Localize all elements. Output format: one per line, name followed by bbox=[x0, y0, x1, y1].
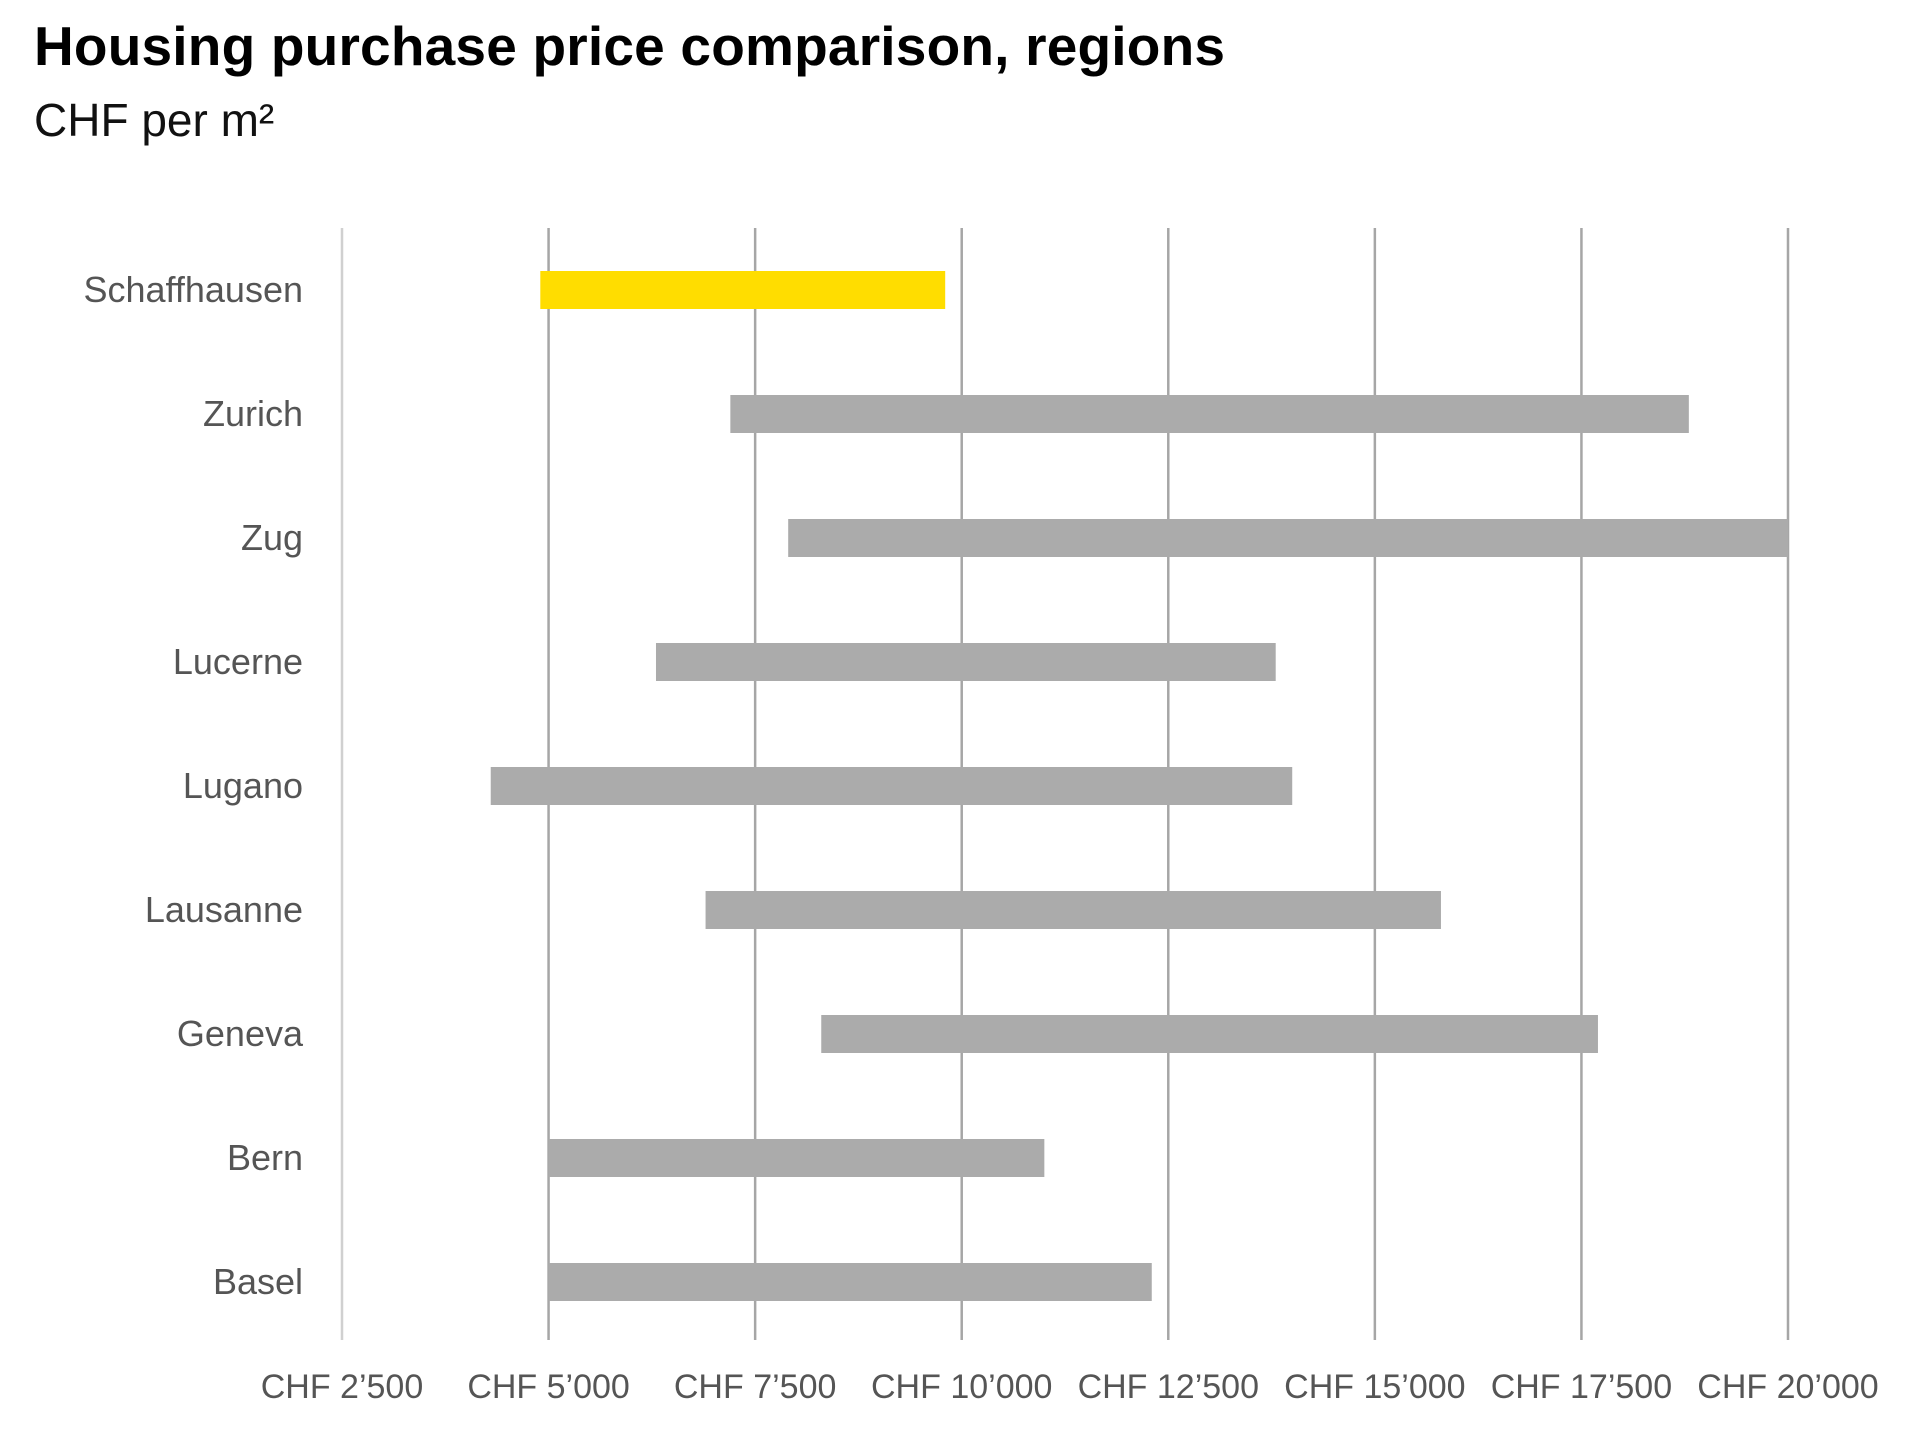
x-tick-label: CHF 2’500 bbox=[261, 1368, 424, 1406]
chart-title: Housing purchase price comparison, regio… bbox=[34, 15, 1226, 77]
category-label: Geneva bbox=[177, 1013, 304, 1054]
x-tick-label: CHF 10’000 bbox=[871, 1368, 1052, 1406]
category-label: Schaffhausen bbox=[83, 269, 303, 310]
x-tick-label: CHF 7’500 bbox=[674, 1368, 837, 1406]
range-bars bbox=[490, 271, 1788, 1301]
category-label: Basel bbox=[213, 1261, 303, 1302]
range-bar-lugano bbox=[490, 767, 1293, 805]
x-axis-tick-labels: CHF 2’500 CHF 5’000 CHF 7’500 CHF 10’000 CHF… bbox=[261, 1368, 1879, 1406]
category-label: Zurich bbox=[203, 393, 303, 434]
x-tick-label: CHF 12’500 bbox=[1078, 1368, 1259, 1406]
range-bar-zurich bbox=[730, 395, 1689, 433]
range-bar-zug bbox=[788, 519, 1788, 557]
chart-subtitle: CHF per m² bbox=[34, 94, 275, 146]
x-tick-label: CHF 5’000 bbox=[467, 1368, 630, 1406]
range-bar-lausanne bbox=[705, 891, 1441, 929]
category-label: Zug bbox=[241, 517, 303, 558]
range-bar-bern bbox=[548, 1139, 1045, 1177]
range-bar-schaffhausen bbox=[540, 271, 946, 309]
category-label: Lucerne bbox=[173, 641, 303, 682]
x-tick-label: CHF 15’000 bbox=[1284, 1368, 1465, 1406]
x-tick-label: CHF 17’500 bbox=[1491, 1368, 1672, 1406]
range-bar-basel bbox=[548, 1263, 1152, 1301]
x-tick-label: CHF 20’000 bbox=[1697, 1368, 1878, 1406]
category-label: Bern bbox=[227, 1137, 303, 1178]
category-labels: Schaffhausen Zurich Zug Lucerne Lugano Lausan… bbox=[83, 269, 303, 1302]
range-bar-lucerne bbox=[655, 643, 1276, 681]
category-label: Lausanne bbox=[145, 889, 303, 930]
category-label: Lugano bbox=[183, 765, 303, 806]
range-bar-geneva bbox=[821, 1015, 1598, 1053]
